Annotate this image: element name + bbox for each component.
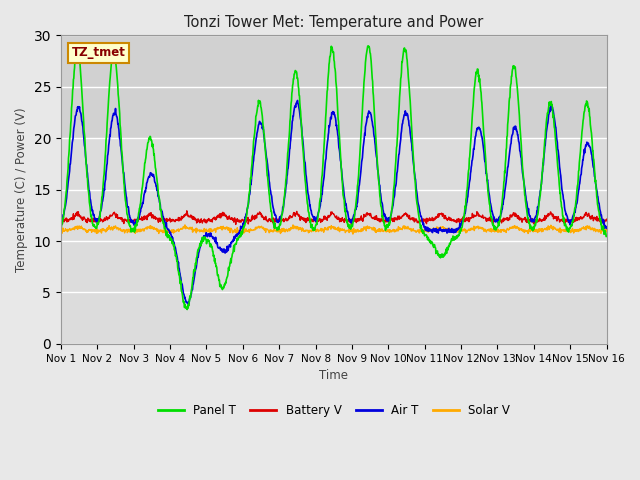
- Air T: [179, 282, 186, 288]
- Air T: [603, 225, 611, 231]
- Solar V: [181, 222, 189, 228]
- Solar V: [349, 231, 356, 237]
- Solar V: [419, 227, 427, 233]
- Battery V: [240, 217, 248, 223]
- Line: Panel T: Panel T: [61, 46, 607, 310]
- Solar V: [165, 229, 173, 235]
- Panel T: [57, 222, 65, 228]
- Title: Tonzi Tower Met: Temperature and Power: Tonzi Tower Met: Temperature and Power: [184, 15, 483, 30]
- Battery V: [183, 208, 191, 214]
- Air T: [57, 224, 65, 230]
- Air T: [294, 97, 301, 103]
- Battery V: [539, 217, 547, 223]
- Battery V: [165, 217, 173, 223]
- Battery V: [419, 219, 427, 225]
- Panel T: [183, 307, 191, 312]
- Y-axis label: Temperature (C) / Power (V): Temperature (C) / Power (V): [15, 108, 28, 272]
- Text: TZ_tmet: TZ_tmet: [72, 46, 125, 59]
- Battery V: [179, 216, 186, 222]
- Panel T: [240, 226, 248, 231]
- Solar V: [539, 227, 547, 232]
- Solar V: [240, 230, 248, 236]
- Solar V: [179, 226, 186, 231]
- Battery V: [348, 222, 355, 228]
- Solar V: [490, 228, 498, 234]
- Line: Solar V: Solar V: [61, 225, 607, 234]
- Panel T: [419, 230, 427, 236]
- Panel T: [490, 227, 498, 232]
- Air T: [490, 215, 498, 221]
- Panel T: [539, 169, 547, 175]
- Solar V: [603, 228, 611, 234]
- Legend: Panel T, Battery V, Air T, Solar V: Panel T, Battery V, Air T, Solar V: [153, 399, 515, 421]
- Panel T: [365, 43, 372, 49]
- Battery V: [57, 215, 65, 221]
- Panel T: [179, 291, 186, 297]
- Panel T: [603, 233, 611, 239]
- Air T: [184, 301, 192, 307]
- Battery V: [603, 216, 611, 222]
- Line: Air T: Air T: [61, 100, 607, 304]
- Panel T: [165, 234, 173, 240]
- Air T: [240, 224, 248, 230]
- Battery V: [490, 218, 498, 224]
- X-axis label: Time: Time: [319, 369, 348, 382]
- Air T: [419, 222, 427, 228]
- Air T: [165, 228, 173, 233]
- Air T: [539, 168, 547, 174]
- Bar: [61, 36, 607, 138]
- Solar V: [57, 228, 65, 234]
- Line: Battery V: Battery V: [61, 211, 607, 225]
